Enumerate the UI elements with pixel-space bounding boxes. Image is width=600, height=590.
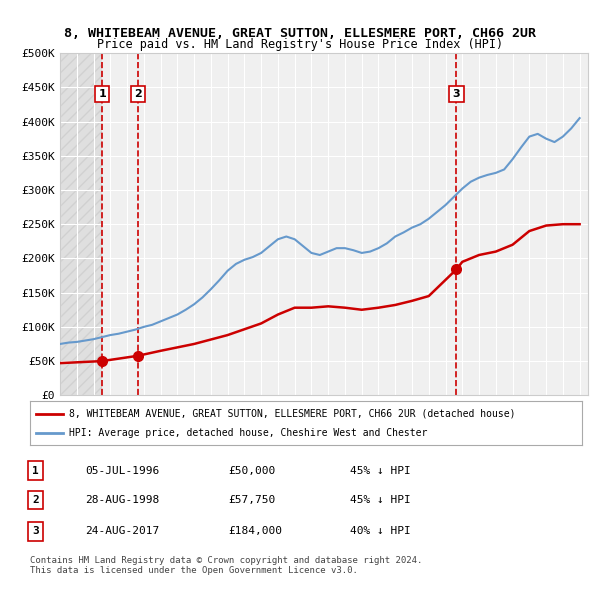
Text: £50,000: £50,000 [229,466,276,476]
Text: 05-JUL-1996: 05-JUL-1996 [85,466,160,476]
Bar [60,53,102,395]
Text: 8, WHITEBEAM AVENUE, GREAT SUTTON, ELLESMERE PORT, CH66 2UR (detached house): 8, WHITEBEAM AVENUE, GREAT SUTTON, ELLES… [68,409,515,418]
Text: 40% ↓ HPI: 40% ↓ HPI [350,526,411,536]
Text: 28-AUG-1998: 28-AUG-1998 [85,495,160,505]
Text: This data is licensed under the Open Government Licence v3.0.: This data is licensed under the Open Gov… [30,566,358,575]
Text: 2: 2 [32,495,39,505]
Text: 45% ↓ HPI: 45% ↓ HPI [350,495,411,505]
Text: 45% ↓ HPI: 45% ↓ HPI [350,466,411,476]
Text: 2: 2 [134,89,142,99]
Text: 24-AUG-2017: 24-AUG-2017 [85,526,160,536]
Text: 8, WHITEBEAM AVENUE, GREAT SUTTON, ELLESMERE PORT, CH66 2UR: 8, WHITEBEAM AVENUE, GREAT SUTTON, ELLES… [64,27,536,40]
Text: 1: 1 [98,89,106,99]
Text: 3: 3 [452,89,460,99]
Text: 3: 3 [32,526,39,536]
Text: HPI: Average price, detached house, Cheshire West and Chester: HPI: Average price, detached house, Ches… [68,428,427,438]
Text: £57,750: £57,750 [229,495,276,505]
Text: 1: 1 [32,466,39,476]
Text: Contains HM Land Registry data © Crown copyright and database right 2024.: Contains HM Land Registry data © Crown c… [30,556,422,565]
Text: £184,000: £184,000 [229,526,283,536]
Text: Price paid vs. HM Land Registry's House Price Index (HPI): Price paid vs. HM Land Registry's House … [97,38,503,51]
